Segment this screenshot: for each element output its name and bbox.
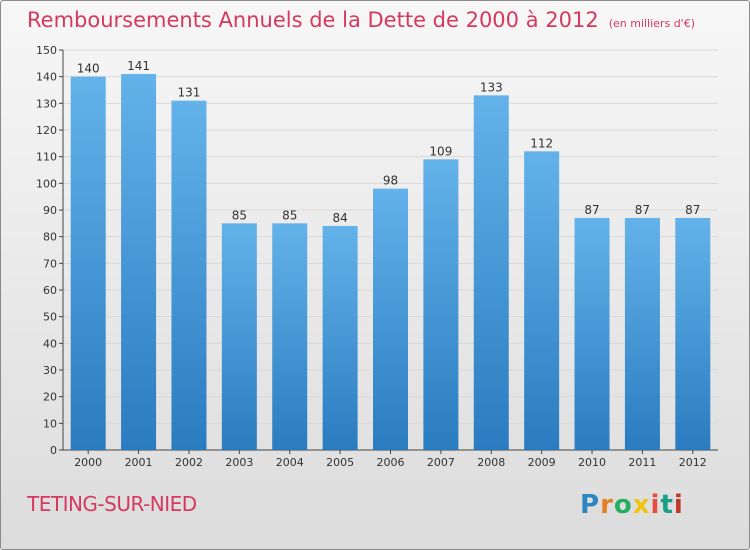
value-label: 87 — [635, 203, 650, 217]
value-label: 84 — [332, 211, 347, 225]
bar — [524, 151, 560, 451]
y-tick-label: 140 — [36, 71, 57, 84]
proxiti-logo: Proxiti — [580, 490, 684, 520]
x-tick-label: 2003 — [225, 456, 253, 469]
y-tick-label: 110 — [36, 151, 57, 164]
x-tick-label: 2001 — [125, 456, 153, 469]
value-label: 87 — [685, 203, 700, 217]
bar — [171, 100, 207, 451]
x-tick-label: 2011 — [628, 456, 656, 469]
bar — [272, 223, 308, 450]
bar — [322, 226, 358, 450]
x-tick-label: 2007 — [427, 456, 455, 469]
x-tick-label: 2006 — [377, 456, 405, 469]
y-tick-label: 100 — [36, 177, 57, 190]
x-tick-label: 2009 — [528, 456, 556, 469]
y-tick-label: 30 — [43, 364, 57, 377]
logo-letter: o — [613, 490, 633, 520]
y-tick-label: 10 — [43, 417, 57, 430]
logo-letter: t — [660, 490, 674, 520]
x-tick-label: 2008 — [477, 456, 505, 469]
chart-title: Remboursements Annuels de la Dette de 20… — [27, 8, 695, 32]
x-tick-label: 2005 — [326, 456, 354, 469]
y-tick-label: 0 — [50, 444, 57, 457]
bar — [473, 95, 509, 450]
x-tick-label: 2004 — [276, 456, 304, 469]
y-tick-label: 60 — [43, 284, 57, 297]
y-tick-label: 50 — [43, 311, 57, 324]
y-tick-label: 150 — [36, 44, 57, 57]
value-label: 98 — [383, 174, 398, 188]
y-tick-label: 40 — [43, 337, 57, 350]
y-tick-label: 90 — [43, 204, 57, 217]
value-label: 141 — [127, 59, 150, 73]
x-tick-label: 2010 — [578, 456, 606, 469]
bar-layer — [70, 74, 711, 451]
bar — [423, 159, 459, 451]
logo-letter: i — [673, 490, 684, 520]
y-tick-label: 120 — [36, 124, 57, 137]
unit-note: (en milliers d'€) — [608, 17, 695, 30]
value-label: 87 — [584, 203, 599, 217]
bar — [70, 76, 106, 451]
value-label: 133 — [480, 80, 503, 94]
value-label: 109 — [429, 144, 452, 158]
bar — [373, 188, 408, 450]
bar — [574, 218, 610, 450]
y-tick-label: 70 — [43, 257, 57, 270]
y-tick-label: 130 — [36, 97, 57, 110]
logo-letter: i — [650, 490, 661, 520]
logo-letter: x — [632, 490, 651, 520]
value-label: 131 — [178, 86, 201, 100]
value-label: 112 — [530, 136, 553, 150]
y-tick-label: 80 — [43, 231, 57, 244]
town-name: TETING-SUR-NIED — [27, 492, 197, 516]
x-tick-label: 2002 — [175, 456, 203, 469]
y-tick-label: 20 — [43, 391, 57, 404]
bar — [121, 74, 157, 450]
bar — [624, 218, 660, 450]
logo-letter: r — [600, 490, 614, 520]
bar — [675, 218, 711, 450]
value-label: 85 — [232, 208, 247, 222]
label-layer: 2000 140 2001 141 2002 131 2003 85 2004 85 2005 84 2… — [74, 59, 707, 469]
x-tick-label: 2000 — [74, 456, 102, 469]
bar — [221, 223, 257, 450]
chart-title-text: Remboursements Annuels de la Dette de 20… — [27, 8, 599, 32]
value-label: 140 — [77, 62, 100, 76]
value-label: 85 — [282, 208, 297, 222]
logo-letter: P — [580, 490, 601, 520]
x-tick-label: 2012 — [679, 456, 707, 469]
